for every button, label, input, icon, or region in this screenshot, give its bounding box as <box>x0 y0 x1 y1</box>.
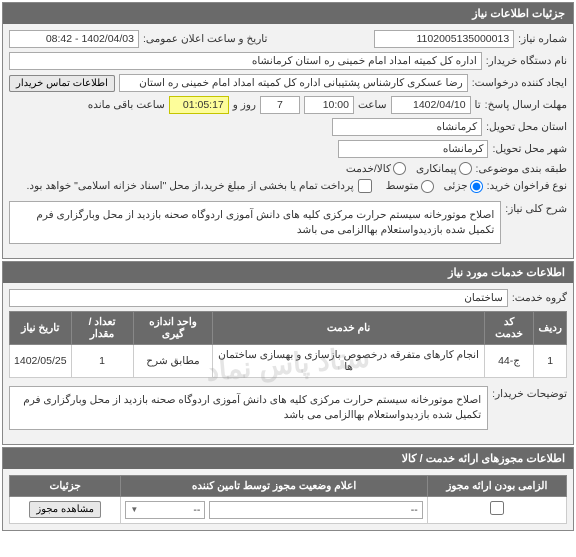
permit-mandatory-cell <box>427 496 566 523</box>
deadline-time-label: ساعت <box>358 99 387 111</box>
buyer-notes-label: توضیحات خریدار: <box>492 382 567 400</box>
request-number-label: شماره نیاز: <box>518 33 567 45</box>
services-panel: اطلاعات خدمات مورد نیاز گروه خدمت: ساختم… <box>2 261 574 444</box>
buyer-notes-text: اصلاح موتورخانه سیستم حرارت مرکزی کلیه ه… <box>9 386 488 429</box>
need-details-panel: جزئیات اطلاعات نیاز شماره نیاز: 11020051… <box>2 2 574 259</box>
deadline-time: 10:00 <box>304 96 354 114</box>
summary-text: اصلاح موتورخانه سیستم حرارت مرکزی کلیه ه… <box>9 201 501 244</box>
delivery-province-label: استان محل تحویل: <box>486 121 567 133</box>
cell-date: 1402/05/25 <box>10 345 72 378</box>
services-table: ردیف کد خدمت نام خدمت واحد اندازه گیری ت… <box>9 311 567 378</box>
payment-note-checkbox[interactable] <box>358 179 372 193</box>
col-qty: تعداد / مقدار <box>71 312 133 345</box>
col-code: کد خدمت <box>484 312 534 345</box>
purchase-partial-radio[interactable] <box>470 180 483 193</box>
table-row: 1 ج-44 انجام کارهای متفرقه درخصوص بازساز… <box>10 345 567 378</box>
deadline-date: 1402/04/10 <box>391 96 471 114</box>
permit-col-mandatory: الزامی بودن ارائه مجوز <box>427 475 566 496</box>
services-header: اطلاعات خدمات مورد نیاز <box>3 262 573 283</box>
deadline-remaining-label: ساعت باقی مانده <box>88 99 165 111</box>
subject-goods-option[interactable]: کالا/خدمت <box>346 162 406 175</box>
subject-class-group: پیمانکاری کالا/خدمت <box>346 162 472 175</box>
subject-class-label: طبقه بندی موضوعی: <box>476 163 567 175</box>
cell-unit: مطابق شرح <box>133 345 213 378</box>
service-group-label: گروه خدمت: <box>512 292 567 304</box>
col-idx: ردیف <box>534 312 567 345</box>
need-details-header: جزئیات اطلاعات نیاز <box>3 3 573 24</box>
cell-name: انجام کارهای متفرقه درخصوص بازسازی و بهس… <box>213 345 484 378</box>
deadline-remaining: 01:05:17 <box>169 96 229 114</box>
permit-detail-cell: مشاهده مجوز <box>10 496 121 523</box>
service-group-value: ساختمان <box>9 289 508 307</box>
col-date: تاریخ نیاز <box>10 312 72 345</box>
deadline-until: تا <box>475 99 481 111</box>
permit-status-select-2[interactable]: -- ▼ <box>125 501 205 519</box>
cell-idx: 1 <box>534 345 567 378</box>
permits-table: الزامی بودن ارائه مجوز اعلام وضعیت مجوز … <box>9 475 567 524</box>
subject-goods-radio[interactable] <box>393 162 406 175</box>
buyer-name-label: نام دستگاه خریدار: <box>486 55 567 67</box>
purchase-medium-option[interactable]: متوسط <box>386 180 434 193</box>
deadline-days: 7 <box>260 96 300 114</box>
permit-col-detail: جزئیات <box>10 475 121 496</box>
col-name: نام خدمت <box>213 312 484 345</box>
payment-note-text: پرداخت تمام یا بخشی از مبلغ خرید،از محل … <box>27 180 354 192</box>
summary-label: شرح کلی نیاز: <box>505 197 567 215</box>
buyer-name-value: اداره کل کمیته امداد امام خمینی ره استان… <box>9 52 482 70</box>
public-date-label: تاریخ و ساعت اعلان عمومی: <box>143 33 267 45</box>
permit-row: -- -- ▼ مشاهده مجوز <box>10 496 567 523</box>
permits-header: اطلاعات مجوزهای ارائه خدمت / کالا <box>3 448 573 469</box>
deadline-days-label: روز و <box>233 99 256 111</box>
chevron-down-icon: ▼ <box>130 505 138 514</box>
permit-status-cell: -- -- ▼ <box>121 496 427 523</box>
subject-contractor-radio[interactable] <box>459 162 472 175</box>
delivery-city-label: شهر محل تحویل: <box>492 143 567 155</box>
permit-status-select-1[interactable]: -- <box>209 501 422 519</box>
request-number-value: 1102005135000013 <box>374 30 514 48</box>
cell-qty: 1 <box>71 345 133 378</box>
subject-contractor-option[interactable]: پیمانکاری <box>416 162 472 175</box>
buyer-contact-button[interactable]: اطلاعات تماس خریدار <box>9 75 115 92</box>
deadline-label: مهلت ارسال پاسخ: <box>485 99 567 111</box>
col-unit: واحد اندازه گیری <box>133 312 213 345</box>
permit-col-status: اعلام وضعیت مجوز توسط تامین کننده <box>121 475 427 496</box>
delivery-city-value: کرمانشاه <box>338 140 488 158</box>
cell-code: ج-44 <box>484 345 534 378</box>
permits-panel: اطلاعات مجوزهای ارائه خدمت / کالا الزامی… <box>2 447 574 531</box>
purchase-type-group: جزئی متوسط <box>386 180 483 193</box>
creator-value: رضا عسکری کارشناس پشتیبانی اداره کل کمیت… <box>119 74 468 92</box>
purchase-medium-radio[interactable] <box>421 180 434 193</box>
creator-label: ایجاد کننده درخواست: <box>472 77 567 89</box>
permit-mandatory-checkbox[interactable] <box>490 501 504 515</box>
purchase-type-label: نوع فراخوان خرید: <box>487 180 567 192</box>
view-permit-button[interactable]: مشاهده مجوز <box>29 501 101 518</box>
purchase-partial-option[interactable]: جزئی <box>444 180 483 193</box>
delivery-province-value: کرمانشاه <box>332 118 482 136</box>
public-date-value: 1402/04/03 - 08:42 <box>9 30 139 48</box>
